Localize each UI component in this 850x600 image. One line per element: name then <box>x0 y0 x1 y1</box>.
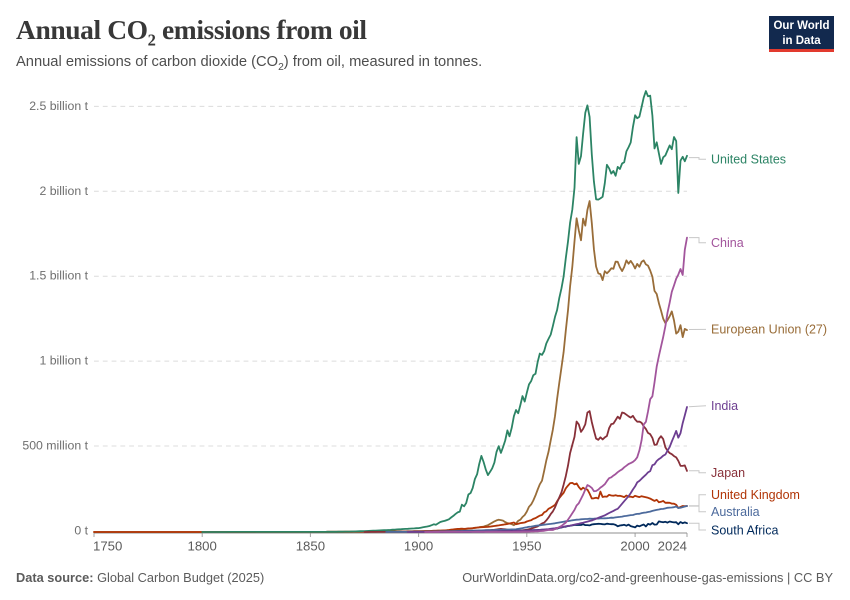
svg-text:China: China <box>711 236 744 250</box>
svg-text:United Kingdom: United Kingdom <box>711 488 800 502</box>
svg-text:1800: 1800 <box>188 538 217 553</box>
svg-text:1950: 1950 <box>512 538 541 553</box>
svg-text:2000: 2000 <box>620 538 649 553</box>
svg-text:United States: United States <box>711 153 786 167</box>
svg-text:1.5 billion t: 1.5 billion t <box>29 269 88 283</box>
svg-text:1 billion t: 1 billion t <box>39 354 88 368</box>
svg-text:500 million t: 500 million t <box>22 439 88 453</box>
svg-text:1750: 1750 <box>93 538 122 553</box>
svg-text:India: India <box>711 399 738 413</box>
svg-text:2.5 billion t: 2.5 billion t <box>29 99 88 113</box>
svg-text:European Union (27): European Union (27) <box>711 323 827 337</box>
svg-text:1900: 1900 <box>404 538 433 553</box>
svg-text:1850: 1850 <box>296 538 325 553</box>
svg-text:Australia: Australia <box>711 505 760 519</box>
svg-text:2 billion t: 2 billion t <box>39 184 88 198</box>
svg-text:Japan: Japan <box>711 466 745 480</box>
svg-text:South Africa: South Africa <box>711 523 778 537</box>
svg-text:2024: 2024 <box>658 538 687 553</box>
svg-text:0 t: 0 t <box>74 524 88 538</box>
